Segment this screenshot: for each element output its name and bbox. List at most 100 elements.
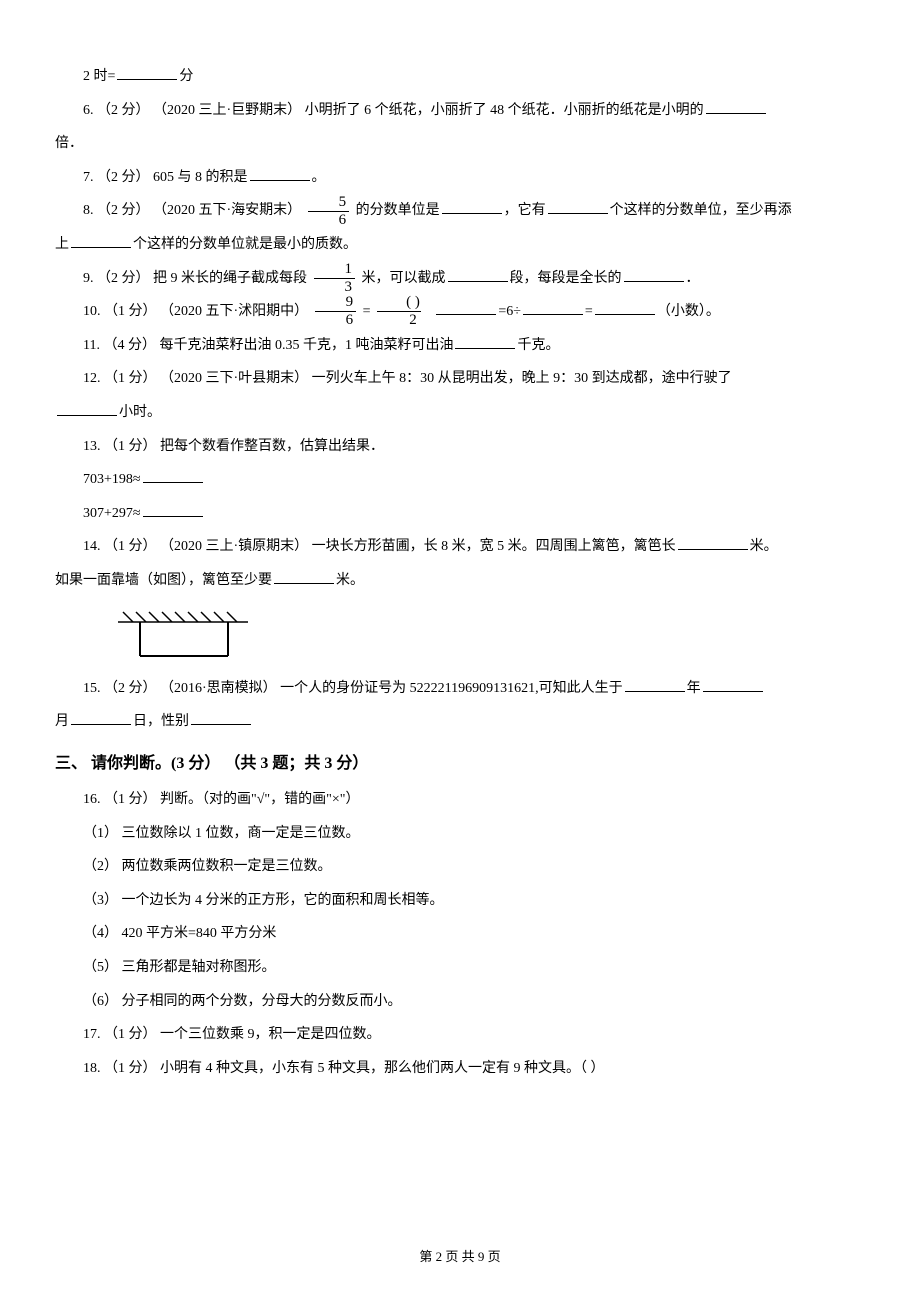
question-13-line1: 703+198≈ [55,463,865,497]
blank [143,503,203,517]
fraction: 96 [315,295,357,328]
q-points: （1 分） [104,1061,157,1076]
q-text: 的分数单位是 [356,203,440,218]
q-points: （2 分） [97,170,150,185]
q-text: 段，每段是全长的 [510,271,622,286]
sub-text: （5） 三角形都是轴对称图形。 [83,960,276,975]
blank [250,167,310,181]
blank [442,200,502,214]
q-text: （小数）。 [657,304,720,319]
question-13-line2: 307+297≈ [55,497,865,531]
blank [448,268,508,282]
q-num: 10. [83,304,101,319]
question-8: 8. （2 分） （2020 五下·海安期末） 56 的分数单位是，它有个这样的… [55,194,865,228]
question-16-2: （2） 两位数乘两位数积一定是三位数。 [55,850,865,884]
denominator: 2 [377,312,421,328]
q-num: 14. [83,539,101,554]
q-num: 6. [83,103,94,118]
q-text: 把每个数看作整百数，估算出结果． [160,439,384,454]
question-16-3: （3） 一个边长为 4 分米的正方形，它的面积和周长相等。 [55,884,865,918]
q-text: 一个人的身份证号为 522221196909131621,可知此人生于 [280,681,622,696]
q-text: 判断。（对的画"√"，错的画"×"） [160,792,359,807]
blank [143,469,203,483]
fraction: ( )2 [377,295,421,328]
q-num: 17. [83,1027,101,1042]
q-text: 小时。 [119,405,161,420]
q-num: 11. [83,338,100,353]
blank [191,711,251,725]
expr: 307+297≈ [83,506,141,521]
q-points: （2 分） [97,103,150,118]
denominator: 3 [314,279,356,295]
numerator: 1 [314,262,356,279]
q-text: 上 [55,237,69,252]
q-num: 9. [83,271,94,286]
section-3-header: 三、 请你判断。(3 分） （共 3 题；共 3 分） [55,745,865,783]
q-points: （4 分） [103,338,156,353]
q-text: 一个三位数乘 9，积一定是四位数。 [160,1027,381,1042]
q-num: 7. [83,170,94,185]
q-text: = [585,304,593,319]
blank [117,66,177,80]
blank [57,402,117,416]
blank [548,200,608,214]
q-text: 一列火车上午 8：30 从昆明出发，晚上 9：30 到达成都，途中行驶了 [312,371,732,386]
numerator: ( ) [377,295,421,312]
q-source: （2016·思南模拟） [160,681,277,696]
q-text: 日，性别 [133,714,189,729]
q-text: 如果一面靠墙（如图），篱笆至少要 [55,573,272,588]
q-text: 年 [687,681,701,696]
page-number: 第 2 页 共 9 页 [419,1249,500,1264]
sub-text: （3） 一个边长为 4 分米的正方形，它的面积和周长相等。 [83,893,444,908]
blank [595,301,655,315]
q-text: 米。 [750,539,778,554]
text: 分 [179,69,193,84]
denominator: 6 [308,212,350,228]
q-source: （2020 三下·叶县期末） [160,371,308,386]
blank [703,678,763,692]
q-points: （2 分） [97,203,150,218]
question-16-5: （5） 三角形都是轴对称图形。 [55,951,865,985]
question-18: 18. （1 分） 小明有 4 种文具，小东有 5 种文具，那么他们两人一定有 … [55,1052,865,1086]
q-points: （1 分） [104,792,157,807]
q-text: =6÷ [498,304,521,319]
wall-diagram [118,604,865,664]
q-source: （2020 五下·海安期末） [153,203,301,218]
question-7: 7. （2 分） 605 与 8 的积是。 [55,161,865,195]
q-num: 16. [83,792,101,807]
q-text: 一块长方形苗圃，长 8 米，宽 5 米。四周围上篱笆，篱笆长 [312,539,676,554]
q-source: （2020 三上·巨野期末） [153,103,301,118]
blank [455,335,515,349]
question-11: 11. （4 分） 每千克油菜籽出油 0.35 千克，1 吨油菜籽可出油千克。 [55,329,865,363]
page-footer: 第 2 页 共 9 页 [0,1241,920,1272]
q-text: 小明有 4 种文具，小东有 5 种文具，那么他们两人一定有 9 种文具。（ ） [160,1061,605,1076]
q-points: （1 分） [104,439,157,454]
fence-against-wall-icon [118,604,258,664]
q-points: （1 分） [104,1027,157,1042]
q-text: 倍． [55,136,83,151]
q-num: 13. [83,439,101,454]
blank [274,570,334,584]
question-16: 16. （1 分） 判断。（对的画"√"，错的画"×"） [55,783,865,817]
question-16-4: （4） 420 平方米=840 平方分米 [55,917,865,951]
q-num: 15. [83,681,101,696]
question-15: 15. （2 分） （2016·思南模拟） 一个人的身份证号为 52222119… [55,672,865,706]
question-14-cont: 如果一面靠墙（如图），篱笆至少要米。 [55,564,865,598]
sub-text: （6） 分子相同的两个分数，分母大的分数反而小。 [83,994,402,1009]
q-points: （2 分） [104,681,157,696]
fraction: 56 [308,195,350,228]
blank [71,234,131,248]
sub-text: （1） 三位数除以 1 位数，商一定是三位数。 [83,826,360,841]
question-6-cont: 倍． [55,127,865,161]
q-text: 月 [55,714,69,729]
blank [436,301,496,315]
denominator: 6 [315,312,357,328]
blank [624,268,684,282]
question-8-cont: 上个这样的分数单位就是最小的质数。 [55,228,865,262]
question-12: 12. （1 分） （2020 三下·叶县期末） 一列火车上午 8：30 从昆明… [55,362,865,396]
q-points: （1 分） [104,304,157,319]
q-text: 。 [312,170,326,185]
q-points: （1 分） [104,371,157,386]
question-16-6: （6） 分子相同的两个分数，分母大的分数反而小。 [55,985,865,1019]
sub-text: （4） 420 平方米=840 平方分米 [83,926,276,941]
